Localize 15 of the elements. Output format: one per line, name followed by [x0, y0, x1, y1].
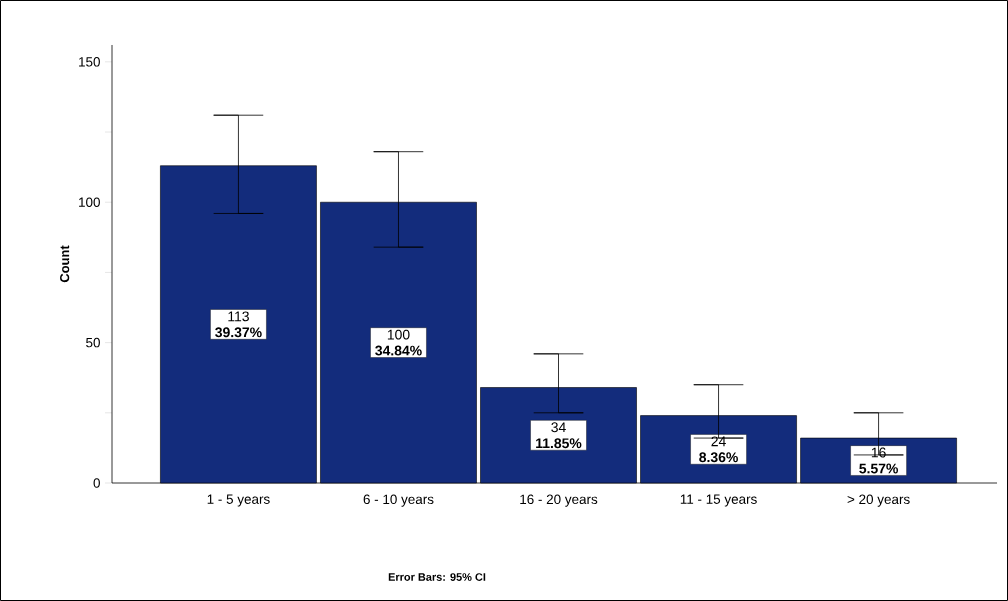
data-label: 24 8.36% — [699, 436, 738, 463]
data-label: 34 11.85% — [536, 422, 582, 449]
x-tick-label: 11 - 15 years — [680, 494, 757, 507]
x-tick-label: 1 - 5 years — [207, 494, 270, 507]
text: Error Bars: 95% CI — [388, 573, 486, 581]
x-tick-label: > 20 years — [847, 494, 910, 507]
x-tick-label: 6 - 10 years — [363, 494, 434, 507]
y-tick-label: 0 — [93, 478, 100, 488]
y-tick-label: 100 — [79, 197, 100, 207]
y-tick-label: 150 — [79, 57, 100, 67]
y-tick-label: 50 — [86, 337, 100, 348]
data-label: 100 34.84% — [375, 329, 422, 356]
x-tick-label: 16 - 20 years — [520, 494, 598, 507]
data-label: 113 39.37% — [215, 311, 262, 338]
y-axis-title: Count — [60, 245, 70, 283]
